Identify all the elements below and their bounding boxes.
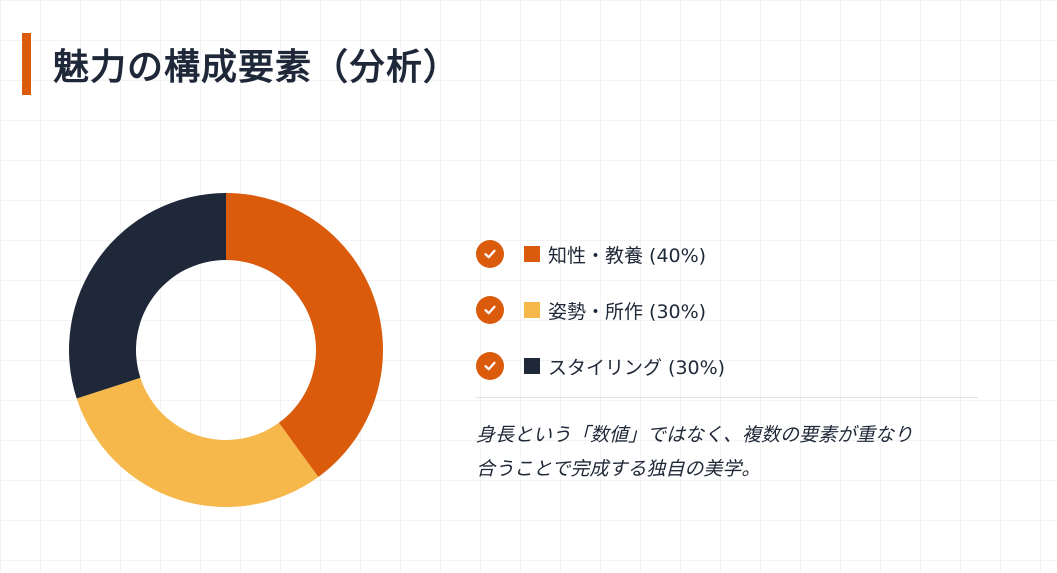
donut-slice: [226, 193, 384, 478]
donut-slice: [76, 377, 319, 508]
check-circle-icon: [476, 296, 504, 324]
chart-legend: 知性・教養 (40%) 姿勢・所作 (30%) スタイリング (30%): [476, 226, 978, 394]
legend-item: 知性・教養 (40%): [476, 226, 978, 282]
legend-swatch: [524, 246, 540, 262]
legend-item: 姿勢・所作 (30%): [476, 282, 978, 338]
legend-label: 姿勢・所作 (30%): [548, 300, 707, 323]
legend-swatch: [524, 302, 540, 318]
check-circle-icon: [476, 352, 504, 380]
legend-item: スタイリング (30%): [476, 338, 978, 394]
legend-label: スタイリング (30%): [548, 356, 726, 379]
divider: [476, 397, 978, 398]
note-line: 合うことで完成する独自の美学。: [476, 458, 761, 480]
note-line: 身長という「数値」ではなく、複数の要素が重なり: [476, 424, 914, 446]
header: 魅力の構成要素（分析）: [22, 33, 460, 95]
donut-chart: [64, 188, 388, 512]
legend-label: 知性・教養 (40%): [548, 244, 707, 267]
page-title: 魅力の構成要素（分析）: [53, 47, 461, 88]
donut-chart-svg: [68, 193, 384, 508]
title-accent-bar: [22, 33, 31, 95]
check-circle-icon: [476, 240, 504, 268]
donut-slice: [68, 193, 226, 399]
legend-swatch: [524, 358, 540, 374]
description-note: 身長という「数値」ではなく、複数の要素が重なり 合うことで完成する独自の美学。: [476, 418, 986, 486]
